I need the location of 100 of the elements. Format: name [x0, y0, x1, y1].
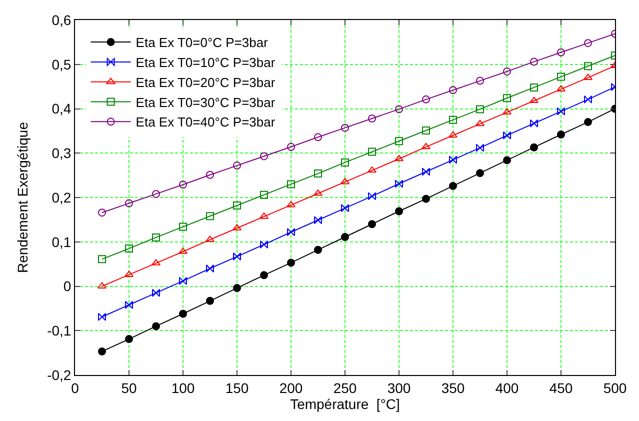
x-tick-label: 350 [441, 380, 465, 396]
point [233, 252, 241, 261]
y-tick-label: 0,5 [52, 56, 72, 72]
point [530, 83, 538, 92]
point [206, 264, 214, 272]
point [422, 95, 430, 104]
point [287, 180, 295, 188]
point [152, 190, 160, 198]
point [449, 86, 457, 94]
point [260, 240, 268, 249]
point [206, 296, 214, 305]
x-tick-label: 450 [549, 380, 573, 396]
point [503, 94, 511, 102]
x-tick-label: 50 [121, 380, 137, 396]
point [340, 178, 350, 184]
point [584, 95, 592, 104]
point [557, 107, 565, 116]
point [368, 220, 376, 228]
point [206, 212, 214, 220]
point [503, 131, 511, 140]
point [476, 169, 484, 178]
point [368, 148, 376, 156]
point [98, 347, 106, 356]
point [368, 192, 376, 200]
point [395, 137, 403, 146]
point [260, 152, 268, 160]
y-tick-label: 0,2 [52, 189, 72, 206]
y-tick-label: 0 [63, 278, 72, 294]
point [502, 108, 512, 115]
point [557, 48, 565, 56]
point [152, 233, 160, 242]
point [422, 194, 430, 203]
point [287, 142, 295, 151]
point [179, 276, 187, 285]
point [449, 116, 457, 124]
y-tick-label: 0,1 [52, 234, 72, 250]
point [422, 168, 430, 176]
x-tick-label: 400 [495, 380, 519, 396]
y-tick-label: 0,6 [52, 12, 72, 28]
point [421, 142, 431, 150]
point [260, 190, 268, 199]
point [557, 130, 565, 138]
point [529, 96, 539, 104]
point [233, 201, 241, 210]
y-axis-title: Rendement Exergétique [14, 122, 31, 273]
y-tick-label: 0,3 [52, 145, 72, 162]
x-tick-label: 200 [279, 380, 303, 396]
legend-label: Eta Ex T0=30°C P=3bar [136, 94, 276, 110]
point [98, 255, 106, 264]
point [152, 322, 160, 330]
point [125, 199, 133, 208]
y-tick-label: -0,1 [47, 322, 72, 339]
point [476, 76, 484, 85]
point [584, 118, 592, 126]
point [287, 258, 295, 267]
point [314, 216, 322, 224]
point [395, 207, 403, 216]
x-axis-title: Température [°C] [290, 396, 400, 412]
point [260, 271, 268, 280]
point [287, 228, 295, 236]
legend-label: Eta Ex T0=20°C P=3bar [136, 74, 276, 90]
point [394, 154, 404, 162]
point [476, 144, 484, 152]
point [125, 335, 133, 344]
point [530, 143, 538, 152]
y-tick-label: 0,4 [52, 100, 72, 117]
point [448, 131, 458, 138]
point [476, 105, 484, 114]
point [152, 288, 160, 297]
point [395, 105, 403, 114]
x-tick-label: 150 [225, 380, 249, 396]
point [314, 133, 322, 142]
point [449, 156, 457, 164]
point [233, 162, 241, 170]
point [449, 182, 457, 190]
point [503, 156, 511, 164]
point [341, 232, 349, 241]
point [530, 58, 538, 66]
point [179, 310, 187, 318]
legend-label: Eta Ex T0=40°C P=3bar [136, 114, 276, 130]
point [341, 204, 349, 212]
legend-label: Eta Ex T0=10°C P=3bar [136, 55, 276, 70]
x-tick-label: 250 [333, 380, 357, 396]
legend-label: Eta Ex T0=0°C P=3bar [136, 35, 269, 50]
point [98, 208, 106, 217]
x-tick-label: 100 [171, 380, 195, 396]
point [530, 119, 538, 128]
point [179, 222, 187, 231]
point [233, 284, 241, 292]
point [341, 124, 349, 132]
point [503, 67, 511, 76]
point [475, 120, 485, 126]
y-tick-label: -0,2 [47, 366, 72, 383]
point [584, 39, 592, 48]
point [206, 170, 214, 179]
point [584, 62, 592, 70]
point [341, 158, 349, 166]
point [395, 180, 403, 188]
point [557, 72, 565, 81]
point [367, 166, 377, 173]
